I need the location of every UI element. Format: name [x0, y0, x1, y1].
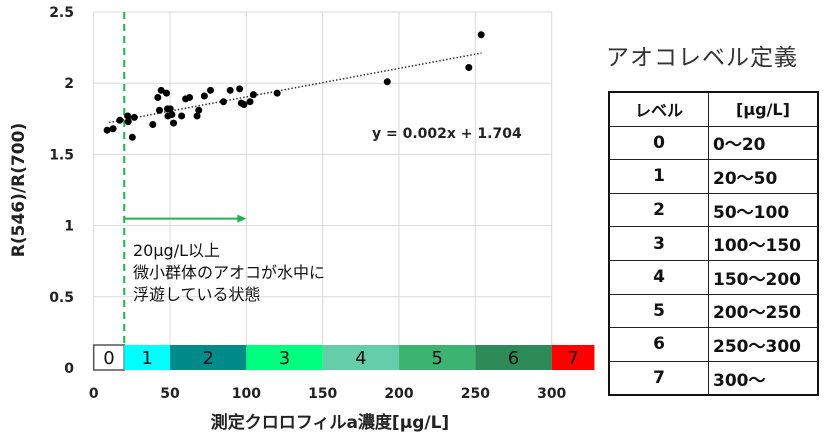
y-tick-label: 1 — [64, 219, 74, 235]
data-point — [103, 126, 111, 134]
data-point — [206, 86, 214, 94]
data-point — [154, 93, 162, 101]
y-tick-label: 0 — [64, 361, 74, 377]
y-axis-title: R(546)/R(700) — [9, 123, 29, 257]
table-row: 2 50～100 — [608, 192, 819, 228]
level-cell: 6 — [608, 327, 709, 362]
header-range: [μg/L] — [708, 91, 819, 127]
level-cell: 1 — [608, 159, 709, 194]
level-segment — [170, 345, 247, 370]
data-point — [383, 78, 391, 86]
level-label: 7 — [567, 348, 578, 369]
data-point — [116, 116, 124, 124]
level-label: 4 — [355, 348, 366, 369]
table-header-row: レベル [μg/L] — [608, 91, 819, 127]
data-point — [149, 120, 157, 128]
table-row: 3 100～150 — [608, 226, 819, 261]
level-label: 1 — [141, 348, 152, 369]
x-tick-label: 0 — [89, 386, 99, 402]
range-cell: 20～50 — [708, 159, 819, 194]
data-point — [124, 112, 132, 120]
level-segment — [475, 345, 552, 370]
annotation-line: 浮遊している状態 — [133, 285, 261, 304]
x-tick-label: 50 — [160, 386, 180, 402]
x-tick-label: 250 — [461, 386, 490, 402]
data-point — [195, 106, 203, 114]
table-row: 6 250～300 — [608, 327, 819, 362]
range-cell: 150～200 — [708, 259, 819, 295]
range-cell: 50～100 — [708, 192, 819, 228]
y-tick-label: 2 — [64, 76, 74, 92]
y-tick-label: 1.5 — [49, 147, 74, 163]
scatter-chart: 0 50 100 150 200 250 30000.511.522.5測定クロロフィルa濃… — [9, 5, 595, 433]
x-axis-title: 測定クロロフィルa濃度[μg/L] — [211, 412, 449, 433]
level-cell: 2 — [608, 192, 709, 228]
annotation-text: 20μg/L以上 微小群体のアオコが水中に 浮遊している状態 — [133, 240, 325, 306]
annotation-line: 微小群体のアオコが水中に — [133, 263, 326, 282]
level-label: 6 — [508, 348, 519, 369]
level-segment — [551, 345, 595, 370]
level-cell: 5 — [608, 293, 709, 329]
level-segment — [246, 345, 323, 370]
header-level: レベル — [608, 91, 709, 127]
x-tick-label: 200 — [384, 386, 413, 402]
level-cell: 0 — [608, 125, 709, 161]
data-point — [226, 86, 234, 94]
range-cell: 0～20 — [708, 125, 819, 161]
arrow-head — [237, 214, 247, 223]
data-point — [193, 112, 201, 120]
data-point — [246, 98, 254, 106]
level-segment — [124, 345, 171, 370]
range-cell: 200～250 — [708, 293, 819, 329]
data-point — [477, 31, 485, 39]
level-label: 2 — [202, 348, 213, 369]
data-point — [186, 93, 194, 101]
table-row: 4 150～200 — [608, 259, 819, 295]
table-row: 1 20～50 — [608, 159, 819, 194]
level-definition-table: レベル [μg/L] 0 0～20 1 20～50 2 50～100 3 100～150 4 15… — [608, 91, 819, 397]
range-cell: 300～ — [708, 360, 819, 396]
data-point — [130, 113, 138, 121]
y-tick-label: 2.5 — [49, 5, 74, 21]
table-row: 7 300～ — [608, 360, 819, 396]
data-point — [240, 101, 248, 109]
trendline-equation: y = 0.002x + 1.704 — [372, 126, 522, 142]
trendline — [108, 52, 482, 124]
table-title: アオコレベル定義 — [606, 45, 798, 71]
level-segment — [322, 345, 400, 370]
data-point — [236, 85, 244, 93]
range-cell: 250～300 — [708, 327, 819, 362]
data-point — [128, 133, 136, 141]
x-tick-label: 100 — [232, 386, 261, 402]
data-point — [465, 64, 473, 72]
level-label: 3 — [279, 348, 290, 369]
data-point — [155, 106, 163, 114]
data-point — [200, 92, 208, 100]
data-point — [249, 91, 257, 99]
data-point — [166, 105, 174, 113]
level-cell: 4 — [608, 259, 709, 295]
level-label: 0 — [103, 348, 114, 369]
level-label: 5 — [431, 348, 442, 369]
data-point — [170, 119, 178, 127]
data-point — [163, 89, 171, 97]
data-point — [157, 86, 165, 94]
level-cell: 7 — [608, 360, 709, 396]
level-cell: 3 — [608, 226, 709, 261]
data-point — [109, 125, 117, 133]
x-tick-label: 300 — [537, 386, 566, 402]
annotation-line: 20μg/L以上 — [133, 241, 221, 260]
data-point — [124, 118, 132, 126]
data-point — [168, 111, 176, 119]
y-tick-label: 0.5 — [49, 290, 74, 306]
data-point — [219, 98, 227, 106]
table-row: 5 200～250 — [608, 293, 819, 329]
level-segment — [399, 345, 476, 370]
data-point — [273, 89, 281, 97]
x-tick-label: 150 — [308, 386, 337, 402]
range-cell: 100～150 — [708, 226, 819, 261]
table-row: 0 0～20 — [608, 125, 819, 161]
data-point — [178, 112, 186, 120]
